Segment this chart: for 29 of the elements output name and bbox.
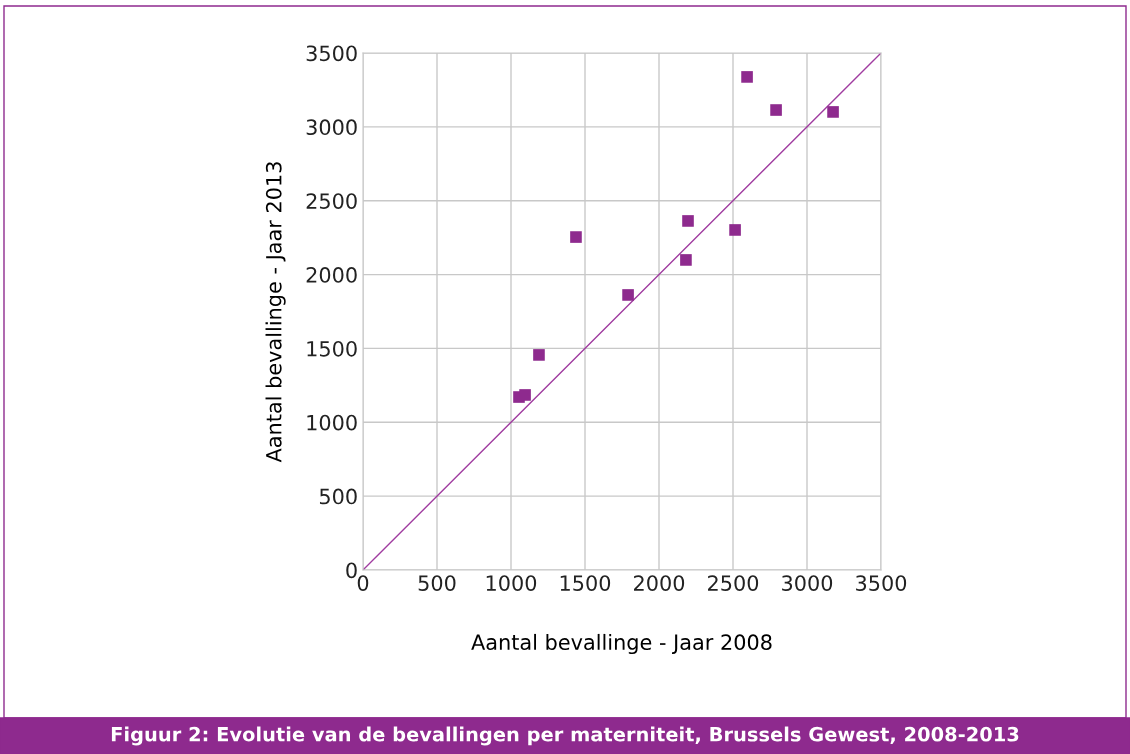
y-tick-label: 500 — [319, 488, 357, 505]
y-tick-label: 0 — [346, 562, 357, 579]
point — [519, 389, 531, 401]
y-axis-title: Aantal bevallinge - Jaar 2013 — [265, 162, 286, 463]
y-tick-label: 3500 — [306, 45, 357, 62]
point — [827, 106, 839, 118]
point — [770, 104, 782, 116]
point — [741, 71, 753, 83]
x-tick-label: 3500 — [856, 575, 907, 591]
x-tick-label: 1000 — [486, 575, 537, 591]
y-tick-label: 1000 — [307, 414, 357, 431]
x-tick-label: 2000 — [634, 575, 685, 591]
point — [533, 349, 545, 361]
x-tick-label: 1500 — [560, 575, 611, 591]
point — [729, 224, 741, 236]
y-tick-label: 1500 — [307, 340, 357, 357]
x-tick-label: 3000 — [782, 575, 833, 591]
y-tick-label: 3000 — [306, 119, 357, 136]
point — [622, 289, 634, 301]
point — [680, 254, 692, 266]
y-tick-label: 2500 — [306, 193, 357, 209]
point — [570, 231, 582, 243]
x-tick-label: 2500 — [708, 575, 759, 591]
x-axis-title: Aantal bevallinge - Jaar 2008 — [471, 633, 772, 655]
text: Figuur 2: Evolutie van de bevallingen per materniteit, Brussels Gewest, 2008-2013 — [111, 726, 1019, 746]
y-tick-label: 2000 — [306, 267, 357, 283]
point — [682, 215, 694, 227]
x-tick-label: 500 — [418, 575, 456, 591]
x-tick-label: 0 — [357, 575, 369, 591]
